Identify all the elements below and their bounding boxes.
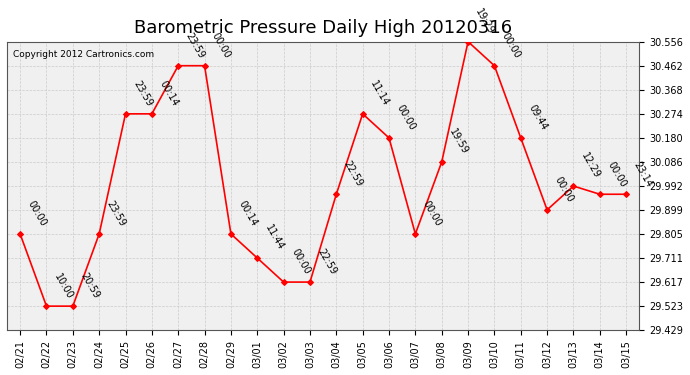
Text: 00:00: 00:00	[395, 104, 417, 132]
Point	[146, 111, 157, 117]
Point	[41, 303, 52, 309]
Point	[436, 159, 447, 165]
Point	[384, 135, 395, 141]
Text: 23:59: 23:59	[184, 31, 206, 60]
Text: Copyright 2012 Cartronics.com: Copyright 2012 Cartronics.com	[13, 50, 155, 59]
Point	[278, 279, 289, 285]
Text: 00:00: 00:00	[605, 160, 628, 189]
Point	[357, 111, 368, 117]
Text: 19:59: 19:59	[447, 127, 470, 156]
Point	[331, 191, 342, 197]
Text: 00:14: 00:14	[237, 200, 259, 228]
Title: Barometric Pressure Daily High 20120316: Barometric Pressure Daily High 20120316	[134, 19, 512, 37]
Text: 00:00: 00:00	[421, 200, 444, 228]
Text: 00:00: 00:00	[289, 248, 312, 276]
Text: 23:14: 23:14	[632, 159, 654, 189]
Point	[68, 303, 79, 309]
Point	[120, 111, 131, 117]
Text: 22:59: 22:59	[315, 247, 338, 276]
Point	[172, 63, 184, 69]
Text: 22:59: 22:59	[342, 159, 364, 189]
Point	[515, 135, 526, 141]
Point	[410, 231, 421, 237]
Text: 00:00: 00:00	[553, 175, 575, 204]
Point	[304, 279, 315, 285]
Text: 12:29: 12:29	[579, 151, 602, 180]
Point	[620, 191, 631, 197]
Text: 00:00: 00:00	[26, 200, 48, 228]
Text: 11:44: 11:44	[263, 224, 286, 252]
Text: 00:14: 00:14	[157, 79, 180, 108]
Text: 10:00: 10:00	[52, 272, 75, 301]
Text: 23:59: 23:59	[131, 79, 154, 108]
Text: 00:00: 00:00	[500, 31, 522, 60]
Text: 23:59: 23:59	[105, 199, 128, 228]
Text: 20:59: 20:59	[79, 272, 101, 301]
Point	[568, 183, 579, 189]
Point	[489, 63, 500, 69]
Point	[542, 207, 553, 213]
Point	[199, 63, 210, 69]
Point	[226, 231, 237, 237]
Text: 19:29: 19:29	[473, 7, 496, 36]
Point	[94, 231, 105, 237]
Point	[462, 39, 473, 45]
Text: 00:00: 00:00	[210, 31, 233, 60]
Text: 11:14: 11:14	[368, 79, 391, 108]
Point	[252, 255, 263, 261]
Text: 09:44: 09:44	[526, 104, 549, 132]
Point	[594, 191, 605, 197]
Point	[14, 231, 26, 237]
